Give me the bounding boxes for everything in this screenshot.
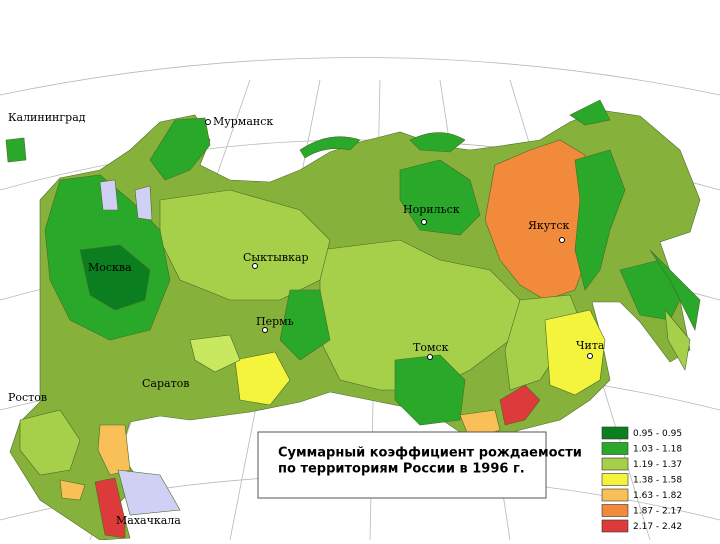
- city-label: Норильск: [403, 203, 460, 216]
- region: [59, 479, 86, 501]
- region: [574, 149, 626, 291]
- legend-swatch: [601, 488, 629, 502]
- region: [399, 159, 481, 236]
- city-label: Калининград: [8, 111, 86, 124]
- title-frame: [257, 431, 547, 499]
- city-dot: [427, 354, 433, 360]
- city-label: Якутск: [528, 219, 569, 232]
- legend-swatch: [601, 519, 629, 533]
- city-dot: [205, 119, 211, 125]
- region: [319, 239, 521, 391]
- city-label: Томск: [413, 341, 449, 354]
- region: [149, 117, 211, 181]
- legend-label: 2.17 - 2.42: [633, 522, 682, 532]
- legend-label: 1.19 - 1.37: [633, 460, 682, 470]
- city-label: Пермь: [256, 315, 294, 328]
- region: [544, 309, 606, 396]
- island: [299, 136, 361, 159]
- region: [394, 354, 466, 426]
- legend-swatch: [601, 473, 629, 486]
- city-label: Мурманск: [213, 115, 273, 128]
- region: [234, 351, 291, 406]
- city-dot: [421, 219, 427, 225]
- island: [664, 309, 691, 371]
- region: [117, 469, 181, 516]
- title-box: Суммарный коэффициент рождаемости по тер…: [257, 431, 582, 499]
- city-dot: [559, 237, 565, 243]
- region: [499, 384, 541, 426]
- island: [409, 132, 466, 153]
- city-dot: [262, 327, 268, 333]
- city-label: Махачкала: [116, 514, 181, 527]
- legend-label: 1.03 - 1.18: [633, 445, 682, 455]
- city-label: Саратов: [142, 377, 189, 390]
- legend-swatch: [601, 426, 629, 440]
- region: [134, 185, 153, 221]
- region: [19, 409, 81, 476]
- region: [619, 259, 681, 321]
- region: [5, 137, 27, 163]
- island: [569, 99, 611, 126]
- city-labels: Калининград Мурманск Норильск Якутск Сыктывк…: [8, 111, 605, 527]
- title-line: по территориям России в 1996 г.: [278, 462, 525, 477]
- island: [649, 249, 701, 331]
- region: [279, 289, 331, 361]
- region: [94, 477, 126, 539]
- region: [189, 334, 241, 373]
- region: [99, 179, 119, 211]
- graticule-line: [0, 57, 720, 96]
- city-dot: [252, 263, 258, 269]
- title-line: Суммарный коэффициент рождаемости: [278, 446, 582, 461]
- city-label: Москва: [88, 261, 132, 274]
- legend-label: 1.38 - 1.58: [633, 476, 682, 486]
- legend-swatch: [601, 442, 629, 455]
- city-label: Чита: [576, 339, 605, 352]
- legend: 0.95 - 0.95 1.03 - 1.18 1.19 - 1.37 1.38 - …: [601, 426, 682, 533]
- regions: [5, 99, 701, 541]
- legend-swatch: [601, 457, 629, 471]
- region: [79, 244, 151, 311]
- city-label: Ростов: [8, 391, 47, 404]
- legend-label: 1.87 - 2.17: [633, 507, 682, 517]
- legend-label: 0.95 - 0.95: [633, 429, 682, 439]
- city-dot: [587, 353, 593, 359]
- legend-swatch: [601, 504, 629, 517]
- city-label: Сыктывкар: [243, 251, 309, 264]
- legend-label: 1.63 - 1.82: [633, 491, 682, 501]
